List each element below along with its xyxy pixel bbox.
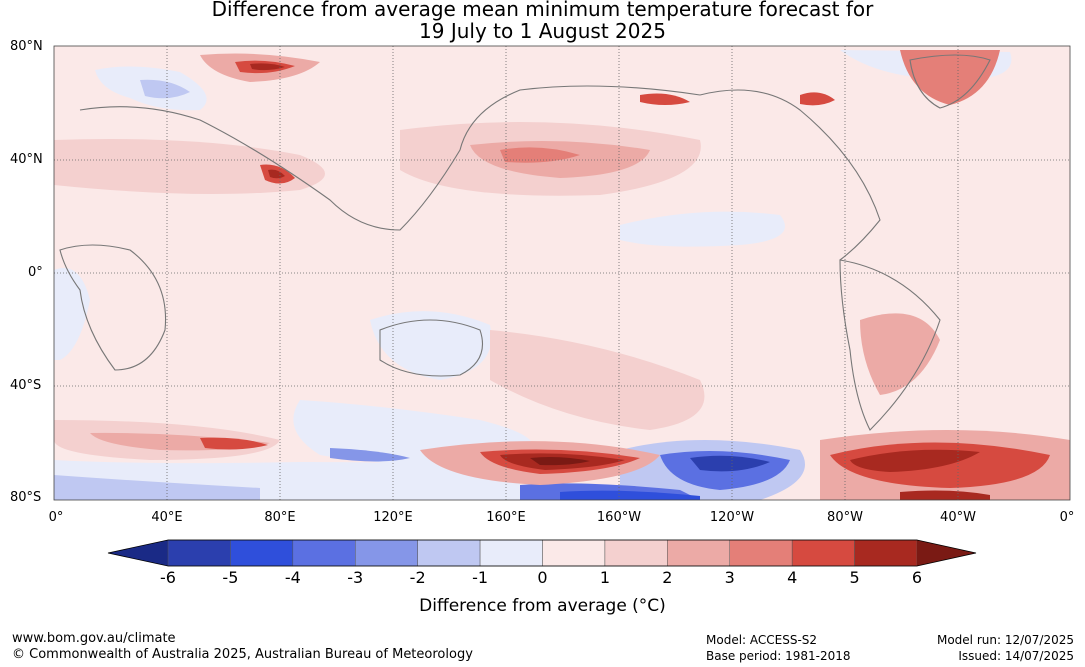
- colorbar-bin: [854, 539, 918, 567]
- lon-label: 160°E: [486, 510, 526, 525]
- colorbar-tick-label: 2: [662, 568, 673, 587]
- lon-label: 160°W: [596, 510, 642, 525]
- graticule: [54, 46, 1070, 500]
- colorbar-bin: [355, 539, 418, 567]
- model-run-text: Model run: 12/07/2025: [936, 633, 1074, 647]
- colorbar-tick-label: -1: [472, 568, 489, 587]
- lat-label-80s: 80°S: [10, 490, 42, 505]
- colorbar-tick-label: 1: [599, 568, 610, 587]
- colorbar-tick-label: -6: [160, 568, 176, 587]
- map-frame: [53, 45, 1071, 501]
- colorbar-bin: [479, 539, 543, 567]
- colorbar-tick-label: 6: [911, 568, 923, 587]
- colorbar-bin: [729, 539, 793, 567]
- colorbar-right-arrow: [917, 540, 976, 566]
- colorbar-tick-label: -3: [347, 568, 364, 587]
- colorbar-tick-label: -4: [284, 568, 301, 587]
- lat-label-40s: 40°S: [10, 378, 42, 393]
- lon-label: 40°E: [151, 510, 183, 525]
- colorbar-tick-label: -5: [222, 568, 239, 587]
- colorbar-bin: [292, 539, 356, 567]
- colorbar-label: Difference from average (°C): [419, 596, 666, 616]
- map-title-line1: Difference from average mean minimum tem…: [211, 0, 874, 21]
- lon-label: 120°E: [373, 510, 413, 525]
- map-title-line2: 19 July to 1 August 2025: [419, 19, 666, 43]
- colorbar-bin: [230, 539, 294, 567]
- issued-text: Issued: 14/07/2025: [958, 649, 1074, 663]
- colorbar-bin: [667, 539, 730, 567]
- colorbar-bin: [791, 539, 855, 567]
- colorbar-tick-label: 3: [724, 568, 735, 587]
- colorbar-tick-label: -2: [409, 568, 426, 587]
- colorbar-bin: [417, 539, 481, 567]
- lon-label: 0°: [48, 510, 64, 525]
- lon-label: 80°W: [827, 510, 863, 525]
- lon-label: 120°W: [709, 510, 755, 525]
- base-period-text: Base period: 1981-2018: [706, 649, 851, 663]
- lat-label-80n: 80°N: [10, 39, 43, 54]
- colorbar-tick-label: 5: [849, 568, 860, 587]
- colorbar-bin: [604, 539, 668, 567]
- model-text: Model: ACCESS-S2: [706, 633, 818, 647]
- website-text: www.bom.gov.au/climate: [12, 631, 176, 646]
- colorbar-tick-label: 4: [787, 568, 798, 587]
- lon-label: 40°W: [940, 510, 976, 525]
- colorbar-bin: [542, 539, 606, 567]
- colorbar-left-arrow: [108, 540, 168, 566]
- lat-label-40n: 40°N: [10, 152, 43, 167]
- copyright-text: © Commonwealth of Australia 2025, Austra…: [12, 647, 473, 662]
- lon-label: 0°: [1059, 510, 1075, 525]
- map-field: [54, 46, 1070, 500]
- lon-label: 80°E: [264, 510, 296, 525]
- colorbar: [107, 539, 977, 567]
- colorbar-bin: [167, 539, 231, 567]
- colorbar-tick-label: 0: [537, 568, 548, 587]
- lat-label-equator: 0°: [28, 265, 43, 280]
